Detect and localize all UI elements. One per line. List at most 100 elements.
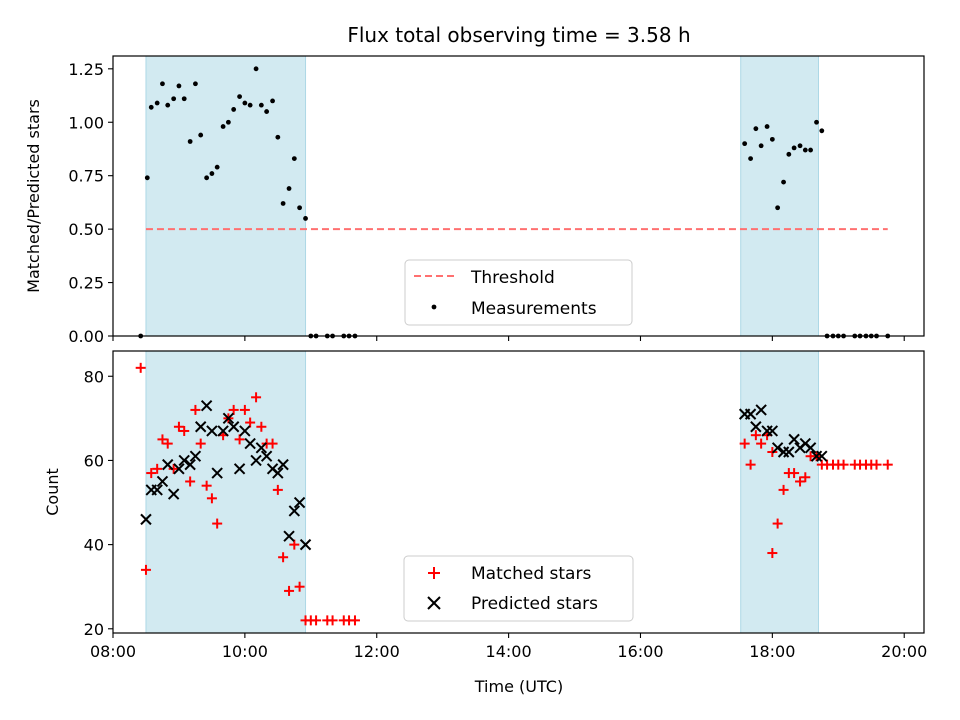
measurement-point-51: [814, 119, 819, 125]
measurement-point-40: [753, 126, 759, 132]
matched-star-point-1: [140, 564, 151, 575]
top-y-tick-label-3: 0.75: [68, 167, 104, 186]
bottom-y-tick-label-2: 60: [84, 451, 104, 470]
predicted-star-point-44: [816, 450, 828, 462]
matched-star-point-6: [168, 463, 179, 474]
matched-star-point-28: [289, 539, 300, 550]
matched-star-point-37: [349, 615, 360, 626]
matched-star-point-46: [778, 484, 789, 495]
measurement-point-18: [237, 94, 242, 100]
matched-star-point-29: [294, 581, 305, 592]
predicted-star-point-12: [206, 425, 218, 437]
matched-star-point-57: [838, 459, 849, 470]
bottom-y-tick-label-0: 20: [84, 620, 104, 639]
matched-star-point-32: [311, 615, 322, 626]
measurement-point-50: [808, 147, 813, 153]
matched-star-point-38: [739, 438, 750, 449]
measurement-point-4: [160, 81, 165, 87]
matched-star-point-19: [239, 404, 250, 415]
bottom-x-tick-label-4: 16:00: [617, 642, 663, 661]
matched-star-point-2: [146, 468, 157, 479]
predicted-star-point-39: [788, 433, 800, 446]
bottom-x-tick-label-3: 14:00: [486, 642, 532, 661]
threshold-legend-label: Threshold: [470, 268, 555, 288]
measurement-point-5: [165, 102, 171, 108]
top-shaded-spans: [145, 55, 820, 337]
measurements-legend-label: Measurements: [471, 299, 597, 319]
bottom-axes-frame: [112, 350, 925, 634]
measurement-point-52: [819, 128, 825, 134]
measurement-point-38: [742, 141, 748, 147]
matched-legend-swatch: [428, 567, 440, 579]
top-x-ticks: [112, 336, 905, 341]
matched-legend-label: Matched stars: [471, 564, 591, 584]
predicted-star-point-16: [227, 421, 240, 433]
bottom-y-tick-label-3: 80: [84, 367, 104, 386]
measurement-point-25: [275, 134, 281, 140]
matched-star-point-44: [767, 548, 778, 559]
matched-star-point-9: [185, 476, 196, 487]
measurement-point-30: [303, 216, 308, 221]
measurement-point-24: [270, 98, 275, 104]
measurement-point-46: [786, 151, 792, 157]
top-y-tick-label-0: 0.00: [68, 327, 104, 346]
bottom-y-tick-label-1: 40: [84, 536, 104, 555]
measurement-point-22: [258, 102, 264, 108]
top-axes-frame: [112, 55, 925, 337]
predicted-star-point-14: [217, 425, 229, 437]
predicted-star-point-6: [173, 463, 185, 475]
measurement-point-39: [748, 156, 753, 161]
measurement-point-48: [797, 143, 803, 149]
predicted-star-point-24: [272, 467, 284, 479]
predicted-star-point-21: [255, 442, 268, 454]
predicted-star-point-0: [140, 513, 152, 526]
bottom-x-tick-label-6: 20:00: [881, 642, 927, 661]
matched-star-point-48: [789, 468, 800, 479]
bottom-x-tick-label-5: 18:00: [749, 642, 795, 661]
matched-star-point-39: [745, 459, 756, 470]
measurement-point-14: [214, 164, 220, 170]
measurement-point-15: [220, 124, 226, 129]
matched-star-point-21: [251, 392, 262, 403]
measurement-point-42: [764, 124, 770, 129]
matched-star-point-18: [234, 434, 245, 445]
bottom-x-tick-label-0: 08:00: [90, 642, 136, 661]
bottom-x-tick-label-1: 10:00: [222, 642, 268, 661]
matched-star-point-27: [284, 585, 295, 596]
predicted-star-point-4: [162, 458, 174, 471]
predicted-star-point-33: [755, 404, 767, 416]
measurement-point-3: [154, 100, 160, 106]
matched-star-point-63: [882, 459, 893, 470]
measurement-point-23: [264, 109, 270, 114]
predicted-star-point-13: [211, 467, 223, 479]
bottom-panel: 20 40 60 80 08:00 10:00 12:00 14:00 16:00 18:00 2…: [43, 350, 927, 696]
predicted-star-point-31: [744, 408, 757, 420]
top-legend: Threshold Measurements: [404, 259, 633, 326]
top-legend-box: [404, 259, 633, 326]
predicted-star-point-28: [293, 496, 306, 509]
matched-star-point-25: [272, 484, 283, 495]
measurement-point-45: [781, 179, 786, 185]
measurement-point-28: [291, 156, 297, 161]
matched-star-point-50: [800, 472, 811, 483]
measurement-point-16: [225, 119, 231, 125]
predicted-star-point-32: [750, 421, 762, 433]
predicted-star-point-2: [151, 484, 163, 496]
matched-star-point-5: [162, 438, 173, 449]
measurement-point-47: [791, 145, 797, 151]
predicted-star-point-3: [156, 475, 169, 488]
top-y-tick-label-4: 1.00: [68, 113, 104, 132]
matched-star-point-17: [228, 404, 239, 415]
measurement-point-9: [187, 139, 193, 144]
measurement-point-12: [204, 175, 210, 181]
top-y-tick-label-1: 0.25: [68, 274, 104, 293]
bottom-x-axis: 08:00 10:00 12:00 14:00 16:00 18:00 20:00: [90, 633, 927, 661]
predicted-star-point-19: [244, 437, 256, 450]
top-panel: 0.00 0.25 0.50 0.75 1.00 1.25 Matched/Predict…: [24, 55, 925, 346]
bottom-y-label: Count: [43, 468, 62, 516]
bottom-x-tick-label-2: 12:00: [354, 642, 400, 661]
top-shaded-span-0: [145, 55, 307, 337]
matched-star-point-10: [190, 404, 201, 415]
matched-star-point-40: [750, 430, 761, 441]
predicted-star-point-20: [250, 454, 262, 467]
